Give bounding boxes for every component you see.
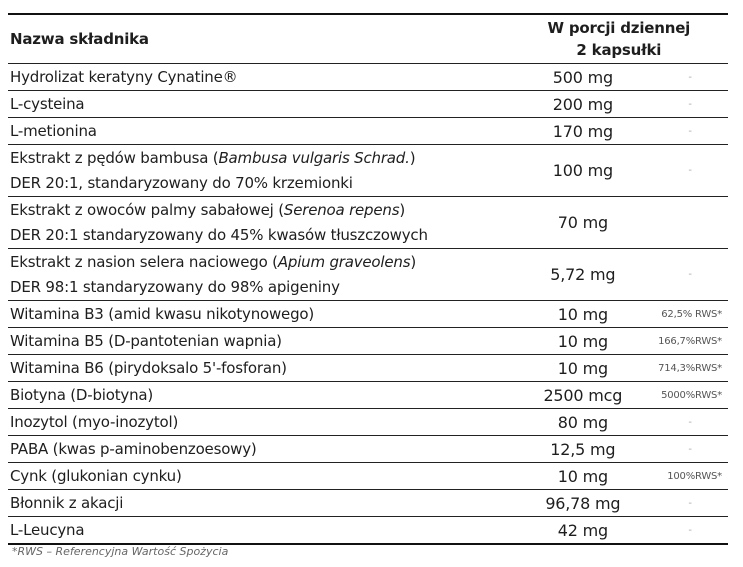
rws-cell: - bbox=[656, 408, 728, 436]
table-row: PABA (kwas p-aminobenzoesowy) 12,5 mg - bbox=[8, 435, 728, 463]
ingredients-table-wrapper: Nazwa składnika W porcji dziennej 2 kaps… bbox=[8, 13, 728, 545]
amount-cell: 10 mg bbox=[507, 300, 657, 328]
amount-cell: 70 mg bbox=[507, 196, 657, 249]
name-cell: L-metionina bbox=[8, 117, 508, 145]
rws-cell: - bbox=[656, 516, 728, 545]
table-row: Witamina B6 (pirydoksalo 5'-fosforan) 10… bbox=[8, 354, 728, 382]
ingredient-name: L-cysteina bbox=[10, 94, 85, 113]
ingredient-name: Ekstrakt z pędów bambusa (Bambusa vulgar… bbox=[10, 148, 416, 192]
name-cell: Ekstrakt z nasion selera naciowego (Apiu… bbox=[8, 248, 508, 301]
amount-cell: 12,5 mg bbox=[507, 435, 657, 463]
table-row: L-Leucyna 42 mg - bbox=[8, 516, 728, 545]
ingredient-name: Witamina B6 (pirydoksalo 5'-fosforan) bbox=[10, 358, 287, 377]
ingredient-name: L-Leucyna bbox=[10, 520, 85, 539]
table-row: Cynk (glukonian cynku) 10 mg 100%RWS* bbox=[8, 462, 728, 490]
table-row: L-cysteina 200 mg - bbox=[8, 90, 728, 118]
header-name: Nazwa składnika bbox=[8, 14, 508, 64]
header-amount-line1: W porcji dziennej bbox=[547, 19, 691, 37]
ingredient-name: Ekstrakt z nasion selera naciowego (Apiu… bbox=[10, 252, 416, 296]
ingredient-name: PABA (kwas p-aminobenzoesowy) bbox=[10, 439, 257, 458]
name-cell: Biotyna (D-biotyna) bbox=[8, 381, 508, 409]
rws-cell: - bbox=[656, 90, 728, 118]
rws-cell bbox=[656, 196, 728, 249]
name-cell: Cynk (glukonian cynku) bbox=[8, 462, 508, 490]
amount-cell: 42 mg bbox=[507, 516, 657, 545]
table-row: L-metionina 170 mg - bbox=[8, 117, 728, 145]
header-amount: W porcji dziennej 2 kapsułki bbox=[507, 14, 728, 64]
ingredient-name: Inozytol (myo-inozytol) bbox=[10, 412, 179, 431]
amount-cell: 170 mg bbox=[507, 117, 657, 145]
table-row: Inozytol (myo-inozytol) 80 mg - bbox=[8, 408, 728, 436]
amount-cell: 100 mg bbox=[507, 144, 657, 197]
name-cell: Inozytol (myo-inozytol) bbox=[8, 408, 508, 436]
ingredient-name: Witamina B5 (D-pantotenian wapnia) bbox=[10, 331, 282, 350]
amount-cell: 96,78 mg bbox=[507, 489, 657, 517]
name-cell: PABA (kwas p-aminobenzoesowy) bbox=[8, 435, 508, 463]
rws-cell: 62,5% RWS* bbox=[656, 300, 728, 328]
amount-cell: 10 mg bbox=[507, 462, 657, 490]
amount-cell: 80 mg bbox=[507, 408, 657, 436]
rws-cell: 100%RWS* bbox=[656, 462, 728, 490]
rws-cell: - bbox=[656, 248, 728, 301]
amount-cell: 5,72 mg bbox=[507, 248, 657, 301]
name-cell: L-cysteina bbox=[8, 90, 508, 118]
amount-cell: 10 mg bbox=[507, 354, 657, 382]
amount-cell: 10 mg bbox=[507, 327, 657, 355]
ingredient-name: Błonnik z akacji bbox=[10, 493, 124, 512]
table-row: Ekstrakt z pędów bambusa (Bambusa vulgar… bbox=[8, 144, 728, 197]
ingredient-name: Cynk (glukonian cynku) bbox=[10, 466, 182, 485]
table-row: Witamina B5 (D-pantotenian wapnia) 10 mg… bbox=[8, 327, 728, 355]
name-cell: Ekstrakt z owoców palmy sabałowej (Seren… bbox=[8, 196, 508, 249]
name-cell: Błonnik z akacji bbox=[8, 489, 508, 517]
header-amount-line2: 2 kapsułki bbox=[576, 41, 662, 59]
table-header: Nazwa składnika W porcji dziennej 2 kaps… bbox=[8, 14, 728, 64]
ingredient-name: Biotyna (D-biotyna) bbox=[10, 385, 154, 404]
table-row: Ekstrakt z nasion selera naciowego (Apiu… bbox=[8, 248, 728, 301]
name-cell: Ekstrakt z pędów bambusa (Bambusa vulgar… bbox=[8, 144, 508, 197]
amount-cell: 200 mg bbox=[507, 90, 657, 118]
name-cell: Hydrolizat keratyny Cynatine® bbox=[8, 63, 508, 91]
name-cell: Witamina B3 (amid kwasu nikotynowego) bbox=[8, 300, 508, 328]
rws-cell: - bbox=[656, 144, 728, 197]
amount-cell: 500 mg bbox=[507, 63, 657, 91]
ingredient-name: Witamina B3 (amid kwasu nikotynowego) bbox=[10, 304, 315, 323]
table-row: Ekstrakt z owoców palmy sabałowej (Seren… bbox=[8, 196, 728, 249]
rws-cell: 166,7%RWS* bbox=[656, 327, 728, 355]
ingredients-table: Nazwa składnika W porcji dziennej 2 kaps… bbox=[8, 13, 728, 545]
footnote: *RWS – Referencyjna Wartość Spożycia bbox=[12, 545, 229, 558]
amount-cell: 2500 mcg bbox=[507, 381, 657, 409]
rws-cell: - bbox=[656, 435, 728, 463]
name-cell: Witamina B6 (pirydoksalo 5'-fosforan) bbox=[8, 354, 508, 382]
table-row: Błonnik z akacji 96,78 mg - bbox=[8, 489, 728, 517]
rws-cell: 714,3%RWS* bbox=[656, 354, 728, 382]
name-cell: Witamina B5 (D-pantotenian wapnia) bbox=[8, 327, 508, 355]
rws-cell: 5000%RWS* bbox=[656, 381, 728, 409]
table-row: Biotyna (D-biotyna) 2500 mcg 5000%RWS* bbox=[8, 381, 728, 409]
rws-cell: - bbox=[656, 489, 728, 517]
ingredient-name: Ekstrakt z owoców palmy sabałowej (Seren… bbox=[10, 200, 428, 244]
table-row: Witamina B3 (amid kwasu nikotynowego) 10… bbox=[8, 300, 728, 328]
name-cell: L-Leucyna bbox=[8, 516, 508, 545]
rws-cell: - bbox=[656, 117, 728, 145]
table-row: Hydrolizat keratyny Cynatine® 500 mg - bbox=[8, 63, 728, 91]
ingredient-name: Hydrolizat keratyny Cynatine® bbox=[10, 67, 238, 86]
ingredient-name: L-metionina bbox=[10, 121, 97, 140]
rws-cell: - bbox=[656, 63, 728, 91]
